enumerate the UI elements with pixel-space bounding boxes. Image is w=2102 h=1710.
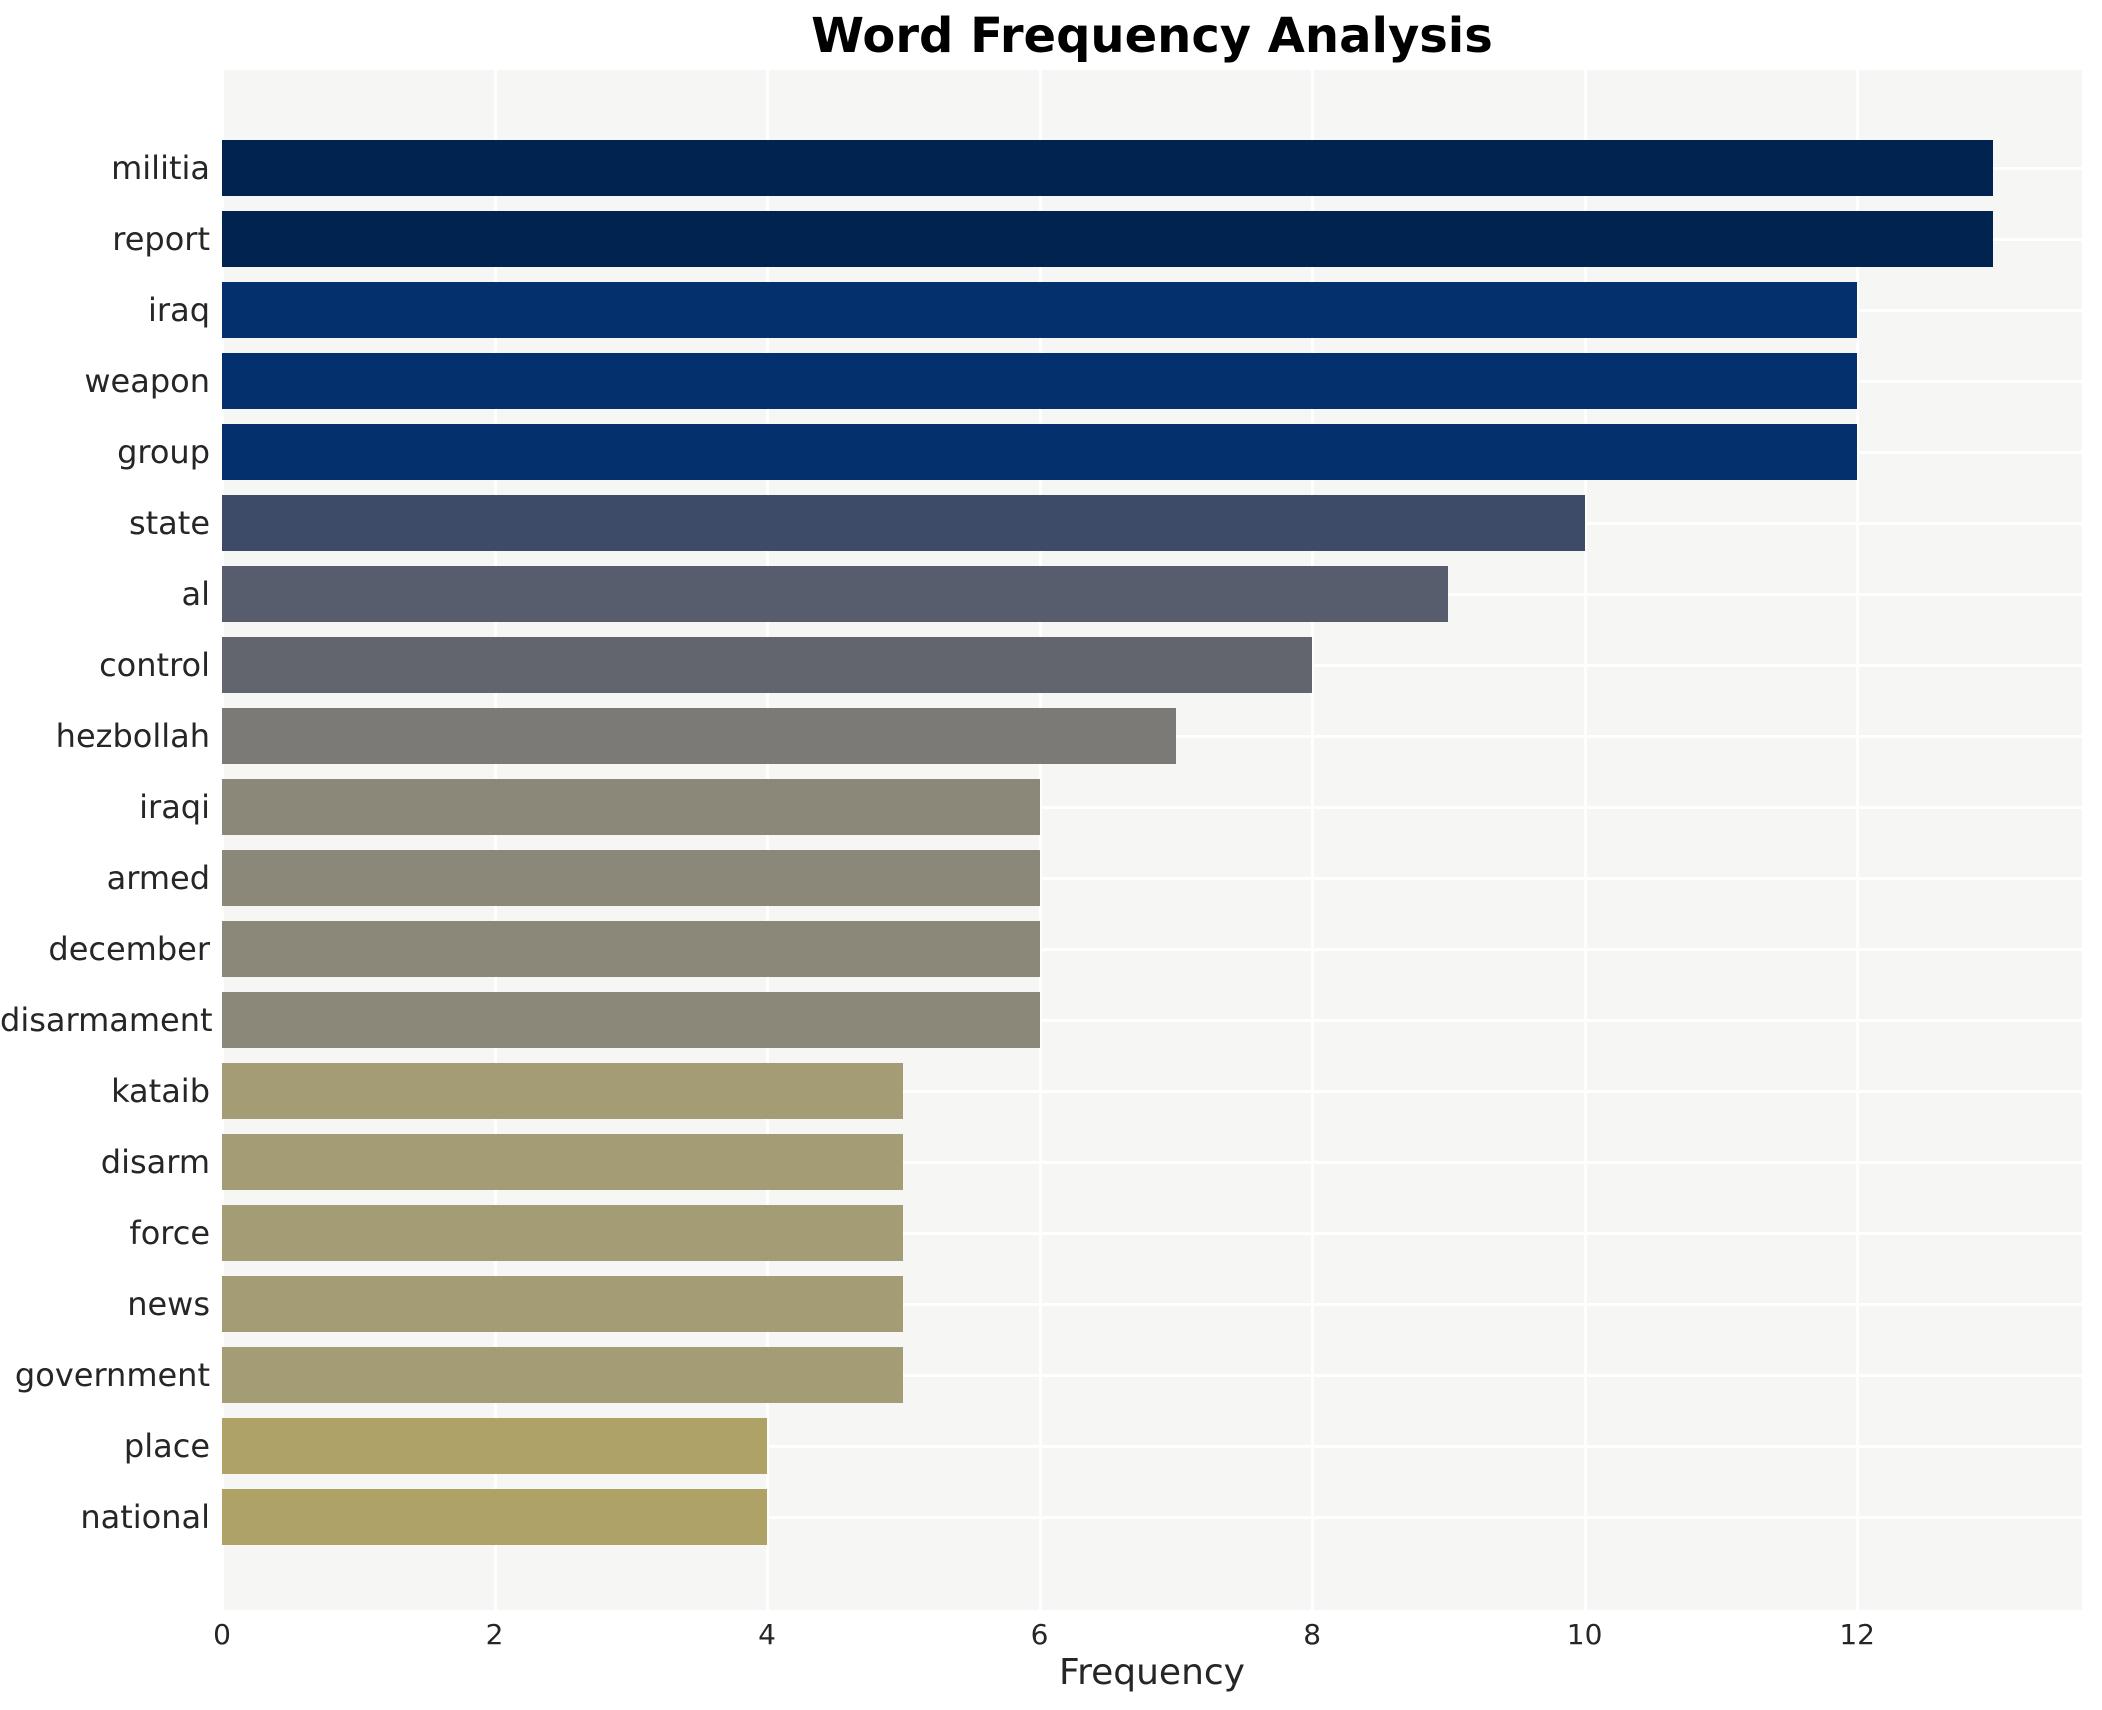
bar-disarmament xyxy=(222,992,1040,1048)
horizontal-gridline xyxy=(222,1516,2082,1519)
x-tick-label-8: 8 xyxy=(1303,1618,1322,1651)
y-tick-label-state: state xyxy=(128,504,210,542)
bar-armed xyxy=(222,850,1040,906)
bar-disarm xyxy=(222,1134,904,1190)
bar-place xyxy=(222,1418,768,1474)
y-tick-label-kataib: kataib xyxy=(111,1072,210,1110)
bar-report xyxy=(222,211,1994,267)
y-tick-label-hezbollah: hezbollah xyxy=(55,717,210,755)
x-tick-label-2: 2 xyxy=(485,1618,504,1651)
y-tick-label-national: national xyxy=(80,1498,210,1536)
y-tick-label-december: december xyxy=(48,930,210,968)
vertical-gridline xyxy=(1856,70,1860,1610)
bar-december xyxy=(222,921,1040,977)
bar-hezbollah xyxy=(222,708,1176,764)
bar-group xyxy=(222,424,1858,480)
y-tick-label-report: report xyxy=(112,220,210,258)
y-tick-label-iraqi: iraqi xyxy=(139,788,210,826)
horizontal-gridline xyxy=(222,948,2082,951)
y-tick-label-group: group xyxy=(117,433,210,471)
x-axis-ticks: 0 2 4 6 8 10 12 xyxy=(213,1618,2082,1658)
bar-news xyxy=(222,1276,904,1332)
bar-state xyxy=(222,495,1585,551)
bar-government xyxy=(222,1347,904,1403)
y-axis-labels: militia report iraq weapon group state al contr… xyxy=(0,70,213,1610)
x-tick-label-4: 4 xyxy=(758,1618,776,1651)
horizontal-gridline xyxy=(222,1090,2082,1093)
y-tick-label-force: force xyxy=(129,1214,210,1252)
y-tick-label-weapon: weapon xyxy=(84,362,210,400)
x-tick-label-6: 6 xyxy=(1030,1618,1049,1651)
horizontal-gridline xyxy=(222,877,2082,880)
horizontal-gridline xyxy=(222,1445,2082,1448)
chart-title: Word Frequency Analysis xyxy=(811,8,1493,64)
horizontal-gridline xyxy=(222,1019,2082,1022)
y-tick-label-disarmament: disarmament xyxy=(0,1001,213,1039)
bar-al xyxy=(222,566,1449,622)
y-tick-label-place: place xyxy=(123,1427,210,1465)
horizontal-gridline xyxy=(222,806,2082,809)
bar-kataib xyxy=(222,1063,904,1119)
vertical-gridline xyxy=(1311,70,1315,1610)
bar-militia xyxy=(222,140,1994,196)
x-axis-title: Frequency xyxy=(1059,1652,1245,1693)
x-tick-label-0: 0 xyxy=(213,1618,231,1651)
vertical-gridline xyxy=(766,70,770,1610)
vertical-gridline xyxy=(221,70,224,1610)
horizontal-gridline xyxy=(222,1161,2082,1164)
bar-force xyxy=(222,1205,904,1261)
y-tick-label-iraq: iraq xyxy=(148,291,210,329)
bar-weapon xyxy=(222,353,1858,409)
horizontal-gridline xyxy=(222,1303,2082,1306)
vertical-gridline xyxy=(493,70,497,1610)
y-tick-label-control: control xyxy=(99,646,210,684)
bar-iraqi xyxy=(222,779,1040,835)
y-tick-label-al: al xyxy=(181,575,211,613)
bar-control xyxy=(222,637,1313,693)
bar-iraq xyxy=(222,282,1858,338)
y-tick-label-armed: armed xyxy=(106,859,210,897)
y-tick-label-militia: militia xyxy=(111,149,210,187)
horizontal-gridline xyxy=(222,1232,2082,1235)
horizontal-gridline xyxy=(222,1374,2082,1377)
y-tick-label-news: news xyxy=(127,1285,210,1323)
x-tick-label-10: 10 xyxy=(1566,1618,1603,1651)
y-tick-label-government: government xyxy=(14,1356,210,1394)
vertical-gridline xyxy=(1583,70,1587,1610)
y-tick-label-disarm: disarm xyxy=(100,1143,210,1181)
x-tick-label-12: 12 xyxy=(1839,1618,1875,1651)
plot-area xyxy=(221,70,2082,1610)
bar-national xyxy=(222,1489,768,1545)
vertical-gridline xyxy=(1038,70,1042,1610)
